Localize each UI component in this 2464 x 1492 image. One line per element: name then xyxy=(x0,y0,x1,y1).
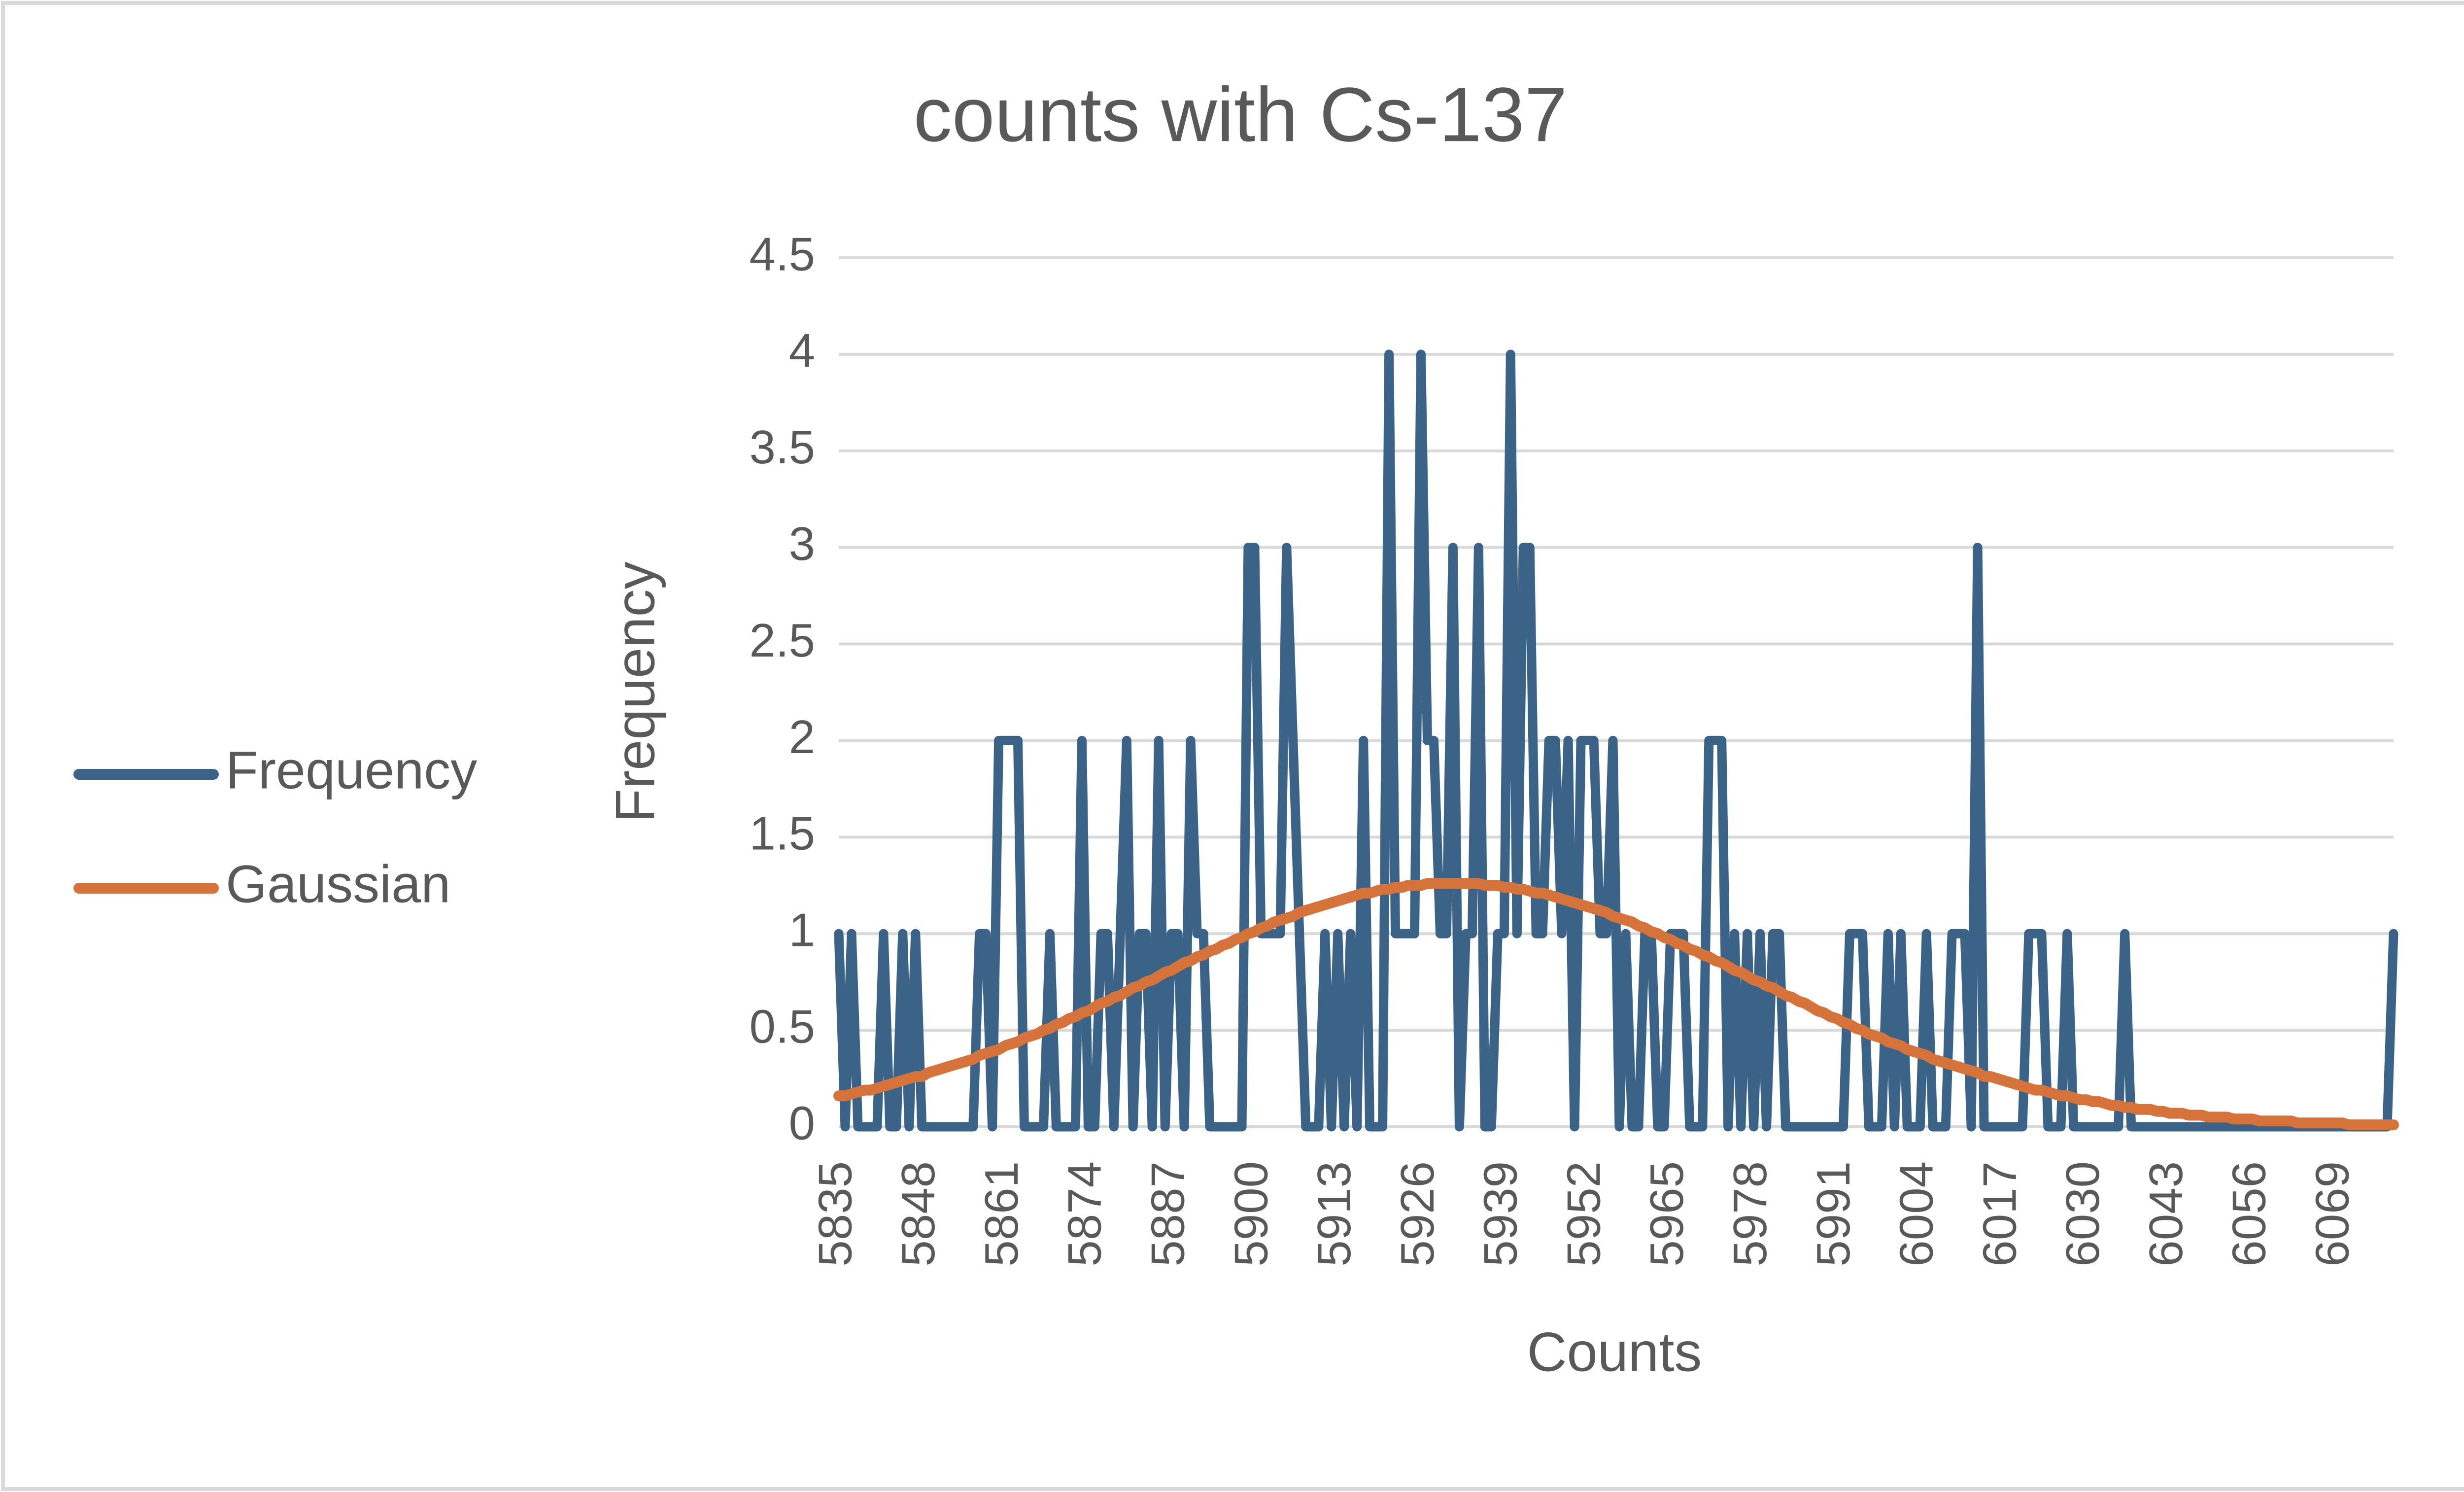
x-tick-label: 5861 xyxy=(975,1161,1028,1267)
y-tick-label: 1 xyxy=(789,904,815,957)
x-tick-label: 5965 xyxy=(1641,1161,1693,1267)
y-tick-label: 0.5 xyxy=(750,1000,815,1053)
x-tick-label: 5978 xyxy=(1724,1161,1777,1267)
y-tick-label: 3.5 xyxy=(750,421,815,474)
x-tick-label: 5887 xyxy=(1142,1161,1195,1267)
x-tick-label: 5952 xyxy=(1557,1161,1610,1267)
y-axis-title: Frequency xyxy=(605,561,666,822)
x-tick-label: 5874 xyxy=(1059,1161,1111,1267)
x-tick-label: 6043 xyxy=(2140,1161,2192,1267)
chart-title: counts with Cs-137 xyxy=(914,72,1568,158)
legend-label: Frequency xyxy=(226,740,477,800)
x-tick-label: 5835 xyxy=(809,1161,861,1267)
x-tick-label: 6030 xyxy=(2056,1161,2109,1267)
y-tick-label: 4.5 xyxy=(750,228,815,280)
x-tick-label: 6069 xyxy=(2306,1161,2359,1267)
x-tick-label: 6004 xyxy=(1890,1161,1943,1267)
series-line xyxy=(834,349,2398,1132)
y-tick-label: 2.5 xyxy=(750,614,815,667)
x-tick-label: 6017 xyxy=(1973,1161,2026,1267)
x-tick-label: 5900 xyxy=(1225,1161,1277,1267)
y-tick-label: 2 xyxy=(789,711,815,763)
legend-label: Gaussian xyxy=(226,854,450,914)
x-axis-title: Counts xyxy=(1527,1321,1702,1383)
y-tick-label: 1.5 xyxy=(750,807,815,860)
y-tick-label: 0 xyxy=(789,1097,815,1149)
x-tick-label: 5991 xyxy=(1807,1161,1860,1267)
x-tick-label: 5939 xyxy=(1474,1161,1527,1267)
series-line xyxy=(833,878,2399,1131)
x-tick-label: 6056 xyxy=(2223,1161,2276,1267)
x-tick-label: 5926 xyxy=(1391,1161,1444,1267)
y-tick-label: 4 xyxy=(789,324,815,377)
x-tick-label: 5913 xyxy=(1308,1161,1361,1267)
y-tick-label: 3 xyxy=(789,518,815,570)
x-tick-label: 5848 xyxy=(892,1161,945,1267)
